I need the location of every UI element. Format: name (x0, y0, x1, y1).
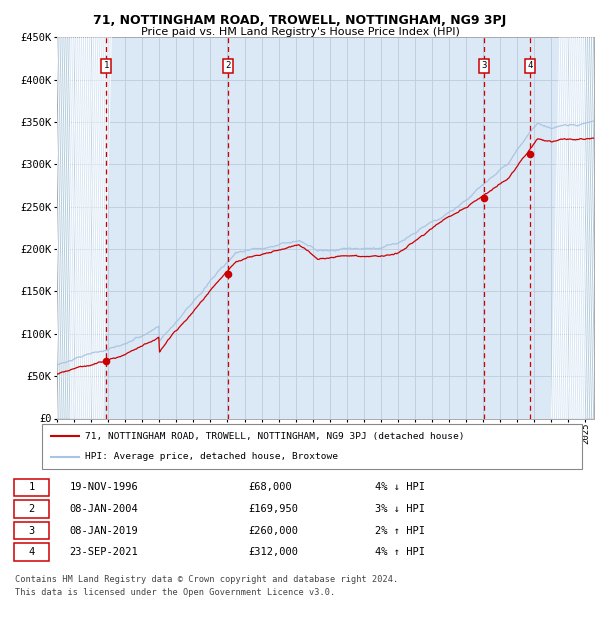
Text: Price paid vs. HM Land Registry's House Price Index (HPI): Price paid vs. HM Land Registry's House … (140, 27, 460, 37)
Text: £260,000: £260,000 (248, 526, 298, 536)
Text: 1: 1 (28, 482, 35, 492)
Text: 4% ↑ HPI: 4% ↑ HPI (375, 547, 425, 557)
Text: 1: 1 (103, 61, 109, 70)
FancyBboxPatch shape (14, 500, 49, 518)
FancyBboxPatch shape (14, 544, 49, 561)
Text: 4% ↓ HPI: 4% ↓ HPI (375, 482, 425, 492)
Text: 3: 3 (481, 61, 487, 70)
FancyBboxPatch shape (14, 479, 49, 496)
Text: £312,000: £312,000 (248, 547, 298, 557)
Text: £68,000: £68,000 (248, 482, 292, 492)
Text: 4: 4 (28, 547, 35, 557)
Text: £169,950: £169,950 (248, 504, 298, 514)
Text: 23-SEP-2021: 23-SEP-2021 (70, 547, 139, 557)
Text: 2: 2 (226, 61, 230, 70)
Text: 2: 2 (28, 504, 35, 514)
Text: 3% ↓ HPI: 3% ↓ HPI (375, 504, 425, 514)
FancyBboxPatch shape (42, 424, 582, 469)
Text: 71, NOTTINGHAM ROAD, TROWELL, NOTTINGHAM, NG9 3PJ: 71, NOTTINGHAM ROAD, TROWELL, NOTTINGHAM… (94, 14, 506, 27)
Text: Contains HM Land Registry data © Crown copyright and database right 2024.: Contains HM Land Registry data © Crown c… (15, 575, 398, 585)
Text: 4: 4 (527, 61, 532, 70)
Text: HPI: Average price, detached house, Broxtowe: HPI: Average price, detached house, Brox… (85, 452, 338, 461)
Text: 08-JAN-2004: 08-JAN-2004 (70, 504, 139, 514)
FancyBboxPatch shape (14, 522, 49, 539)
Text: 08-JAN-2019: 08-JAN-2019 (70, 526, 139, 536)
Text: 19-NOV-1996: 19-NOV-1996 (70, 482, 139, 492)
Bar (586, 37, 594, 418)
Text: This data is licensed under the Open Government Licence v3.0.: This data is licensed under the Open Gov… (15, 588, 335, 597)
Text: 2% ↑ HPI: 2% ↑ HPI (375, 526, 425, 536)
Text: 3: 3 (28, 526, 35, 536)
Bar (57, 37, 70, 418)
Text: 71, NOTTINGHAM ROAD, TROWELL, NOTTINGHAM, NG9 3PJ (detached house): 71, NOTTINGHAM ROAD, TROWELL, NOTTINGHAM… (85, 432, 465, 441)
